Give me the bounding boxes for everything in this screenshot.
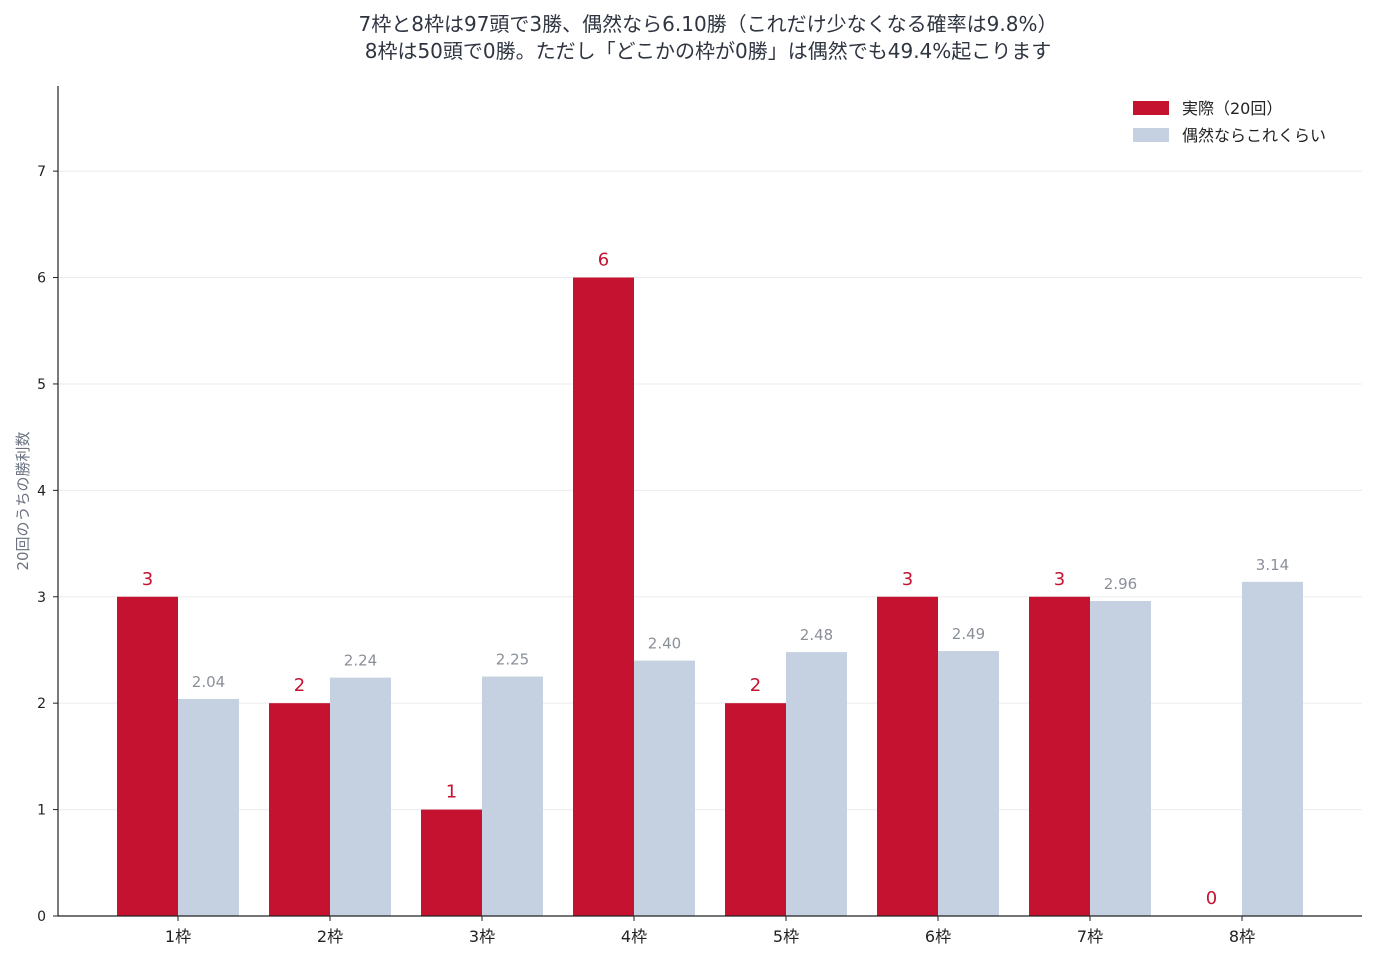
x-tick-label: 3枠 bbox=[469, 927, 495, 946]
x-tick-label: 7枠 bbox=[1077, 927, 1103, 946]
data-label-expected: 2.40 bbox=[648, 635, 681, 653]
chart-title-line-2: 8枠は50頭で0勝。ただし「どこかの枠が0勝」は偶然でも49.4%起こります bbox=[365, 39, 1052, 63]
data-label-expected: 2.49 bbox=[952, 625, 985, 643]
bars bbox=[117, 277, 1303, 916]
bar-expected bbox=[938, 651, 999, 916]
legend-label-actual: 実際（20回） bbox=[1182, 99, 1282, 118]
data-label-expected: 2.48 bbox=[800, 626, 833, 644]
bar-expected bbox=[1242, 581, 1303, 916]
legend: 実際（20回） 偶然ならこれくらい bbox=[1133, 99, 1326, 145]
bar-value-labels: 3 2.04 2 2.24 1 2.25 6 2.40 2 2.48 3 2.49 3 2.96 0 3.14 bbox=[142, 250, 1289, 909]
chart-title-line-1: 7枠と8枠は97頭で3勝、偶然なら6.10勝（これだけ少なくなる確率は9.8%） bbox=[359, 12, 1058, 36]
bar-actual bbox=[421, 809, 482, 916]
bar-actual bbox=[725, 703, 786, 916]
bar-expected bbox=[178, 698, 239, 916]
data-label-actual: 3 bbox=[1054, 569, 1065, 590]
data-label-expected: 2.24 bbox=[344, 652, 377, 670]
bar-expected bbox=[1090, 601, 1151, 916]
bar-actual bbox=[117, 596, 178, 916]
x-tick-label: 5枠 bbox=[773, 927, 799, 946]
data-label-expected: 2.25 bbox=[496, 651, 529, 669]
data-label-actual: 0 bbox=[1206, 888, 1217, 909]
data-label-actual: 6 bbox=[598, 250, 609, 271]
data-label-actual: 3 bbox=[902, 569, 913, 590]
data-label-expected: 3.14 bbox=[1256, 556, 1289, 574]
y-axis-label: 20回のうちの勝利数 bbox=[14, 431, 32, 570]
legend-label-expected: 偶然ならこれくらい bbox=[1182, 126, 1326, 145]
y-tick-label: 3 bbox=[37, 590, 46, 606]
bar-expected bbox=[786, 652, 847, 916]
y-tick-label: 2 bbox=[37, 696, 46, 712]
y-tick-label: 6 bbox=[37, 271, 46, 287]
legend-swatch-expected bbox=[1133, 128, 1169, 142]
bar-expected bbox=[482, 676, 543, 916]
gridlines bbox=[58, 170, 1362, 811]
x-tick-label: 1枠 bbox=[165, 927, 191, 946]
bar-expected bbox=[330, 677, 391, 916]
data-label-actual: 2 bbox=[294, 675, 305, 696]
legend-swatch-actual bbox=[1133, 101, 1169, 115]
x-tick-label: 2枠 bbox=[317, 927, 343, 946]
data-label-actual: 1 bbox=[446, 782, 457, 803]
x-tick-label: 4枠 bbox=[621, 927, 647, 946]
x-tick-label: 8枠 bbox=[1229, 927, 1255, 946]
y-axis-ticks: 0 1 2 3 4 5 6 7 bbox=[37, 164, 58, 925]
bar-expected bbox=[634, 660, 695, 916]
y-tick-label: 7 bbox=[37, 164, 46, 180]
y-tick-label: 4 bbox=[37, 483, 46, 499]
x-axis-ticks: 1枠 2枠 3枠 4枠 5枠 6枠 7枠 8枠 bbox=[165, 916, 1255, 946]
data-label-expected: 2.04 bbox=[192, 673, 225, 691]
y-tick-label: 0 bbox=[37, 909, 46, 925]
y-tick-label: 5 bbox=[37, 377, 46, 393]
bar-actual bbox=[269, 703, 330, 916]
data-label-expected: 2.96 bbox=[1104, 575, 1137, 593]
data-label-actual: 3 bbox=[142, 569, 153, 590]
x-tick-label: 6枠 bbox=[925, 927, 951, 946]
bar-actual bbox=[573, 277, 634, 916]
y-tick-label: 1 bbox=[37, 803, 46, 819]
bar-actual bbox=[1029, 596, 1090, 916]
data-label-actual: 2 bbox=[750, 675, 761, 696]
bar-actual bbox=[877, 596, 938, 916]
